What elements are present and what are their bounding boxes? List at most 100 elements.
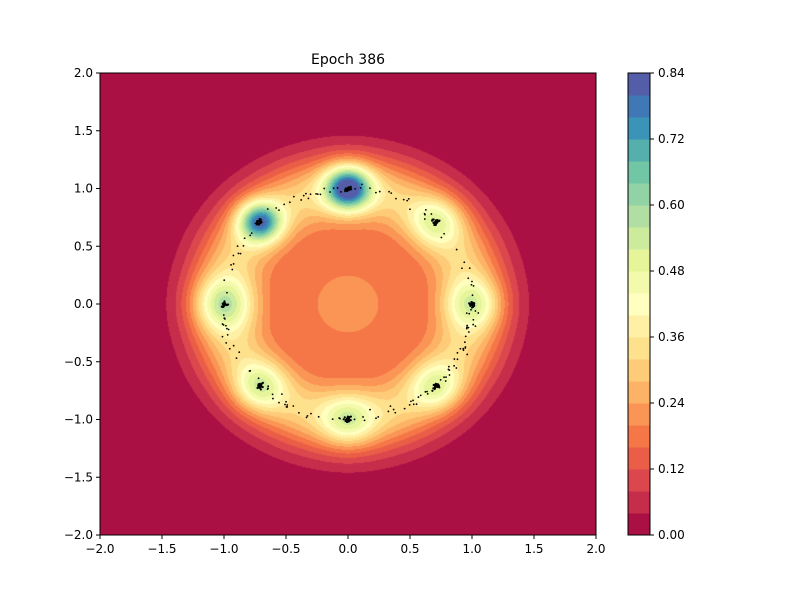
sample-point	[448, 374, 451, 376]
sample-point	[430, 213, 433, 215]
colorbar-ticks: 0.00 0.12 0.24 0.36 0.48 0.60 0.72 0.84	[650, 66, 685, 542]
sample-point	[224, 318, 226, 320]
x-tick-label: 1.0	[462, 542, 481, 556]
sample-point	[306, 414, 309, 417]
sample-point	[470, 301, 473, 304]
sample-point	[250, 232, 253, 235]
sample-point	[292, 195, 295, 198]
sample-point	[471, 294, 474, 297]
y-tick-label: −0.5	[64, 355, 93, 369]
sample-point	[259, 220, 262, 223]
sample-point	[432, 221, 435, 225]
sample-point	[466, 353, 469, 356]
sample-point	[464, 346, 467, 348]
colorbar-band	[628, 205, 650, 228]
sample-point	[254, 222, 257, 225]
sample-point	[329, 191, 331, 193]
y-tick-label: 2.0	[74, 66, 93, 80]
sample-point	[224, 324, 227, 327]
colorbar-band	[628, 447, 650, 470]
colorbar-tick-label: 0.60	[658, 198, 685, 212]
sample-point	[315, 192, 318, 195]
sample-point	[437, 383, 440, 386]
sample-point	[445, 376, 447, 379]
sample-point	[281, 393, 283, 396]
colorbar-band	[628, 95, 650, 118]
sample-point	[271, 393, 274, 396]
sample-point	[389, 405, 392, 408]
colorbar-band	[628, 359, 650, 382]
sample-point	[288, 201, 291, 204]
colorbar-band	[628, 513, 650, 536]
sample-point	[472, 284, 475, 287]
colorbar-band	[628, 425, 650, 448]
colorbar-band	[628, 249, 650, 272]
sample-point	[448, 369, 451, 372]
sample-point	[378, 190, 381, 193]
sample-point	[227, 328, 230, 331]
sample-point	[222, 323, 225, 326]
sample-point	[232, 254, 235, 257]
sample-point	[336, 187, 339, 189]
sample-point	[286, 404, 289, 406]
colorbar: 0.00 0.12 0.24 0.36 0.48 0.60 0.72 0.84	[627, 66, 685, 542]
sample-point	[424, 208, 427, 211]
sample-point	[332, 187, 335, 190]
colorbar-band	[628, 73, 650, 96]
sample-point	[417, 396, 420, 398]
sample-point	[267, 385, 270, 388]
colorbar-tick-label: 0.72	[658, 132, 685, 146]
colorbar-tick-label: 0.00	[658, 528, 685, 542]
sample-point	[353, 418, 356, 421]
colorbar-band	[628, 293, 650, 316]
sample-point	[340, 191, 342, 193]
sample-point	[443, 232, 445, 235]
sample-point	[459, 347, 462, 350]
sample-point	[361, 183, 363, 186]
sample-point	[285, 405, 288, 408]
sample-point	[467, 326, 470, 329]
sample-point	[456, 358, 459, 361]
sample-point	[309, 193, 312, 196]
sample-point	[369, 408, 371, 411]
sample-point	[390, 192, 393, 195]
sample-point	[465, 312, 468, 315]
y-axis: −2.0 −1.5 −1.0 −0.5 0.0 0.5 1.0 1.5 2.0	[64, 66, 100, 542]
sample-point	[347, 186, 351, 189]
sample-point	[443, 376, 445, 379]
sample-point	[242, 244, 245, 247]
sample-point	[410, 400, 412, 403]
colorbar-band	[628, 403, 650, 426]
sample-point	[237, 252, 240, 255]
sample-point	[455, 367, 458, 369]
sample-point	[407, 198, 410, 200]
sample-point	[222, 305, 225, 308]
sample-point	[285, 400, 287, 403]
sample-points	[220, 183, 480, 424]
sample-point	[447, 365, 450, 368]
x-tick-label: 1.5	[524, 542, 543, 556]
sample-point	[266, 388, 269, 391]
sample-point	[222, 301, 226, 304]
y-tick-label: −2.0	[64, 528, 93, 542]
colorbar-tick-label: 0.48	[658, 264, 685, 278]
sample-point	[409, 208, 411, 211]
sample-point	[261, 381, 264, 384]
sample-point	[463, 341, 466, 344]
sample-point	[467, 277, 470, 280]
x-tick-label: −0.5	[271, 542, 300, 556]
sample-point	[402, 198, 405, 201]
sample-point	[464, 335, 467, 338]
sample-point	[260, 218, 262, 221]
colorbar-tick-label: 0.24	[658, 396, 685, 410]
colorbar-frame	[627, 72, 651, 536]
sample-point	[228, 347, 231, 350]
sample-point	[412, 399, 414, 402]
sample-point	[435, 383, 438, 386]
colorbar-band	[628, 271, 650, 294]
sample-point	[354, 187, 357, 190]
y-tick-label: −1.5	[64, 470, 93, 484]
sample-point	[231, 268, 234, 271]
sample-point	[432, 218, 435, 221]
sample-point	[424, 213, 426, 216]
